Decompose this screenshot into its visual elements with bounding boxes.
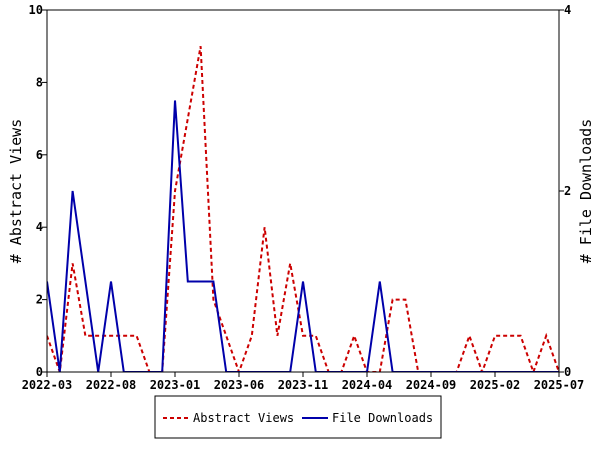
x-tick-label: 2024-09 xyxy=(406,378,457,392)
y-axis-title: # Abstract Views xyxy=(7,119,25,264)
x-tick-label: 2023-06 xyxy=(214,378,265,392)
y2-tick-label: 4 xyxy=(564,3,571,17)
y-tick-label: 2 xyxy=(36,293,43,307)
y-tick-label: 8 xyxy=(36,75,43,89)
x-tick-label: 2023-01 xyxy=(150,378,201,392)
axes: 0 2 4 6 8 10 0 2 4 2022-03 2022-08 2023-01 2023-06 20… xyxy=(7,3,595,392)
series-line-2 xyxy=(47,100,559,372)
x-tick-label: 2023-11 xyxy=(278,378,329,392)
y-tick-label: 10 xyxy=(29,3,43,17)
x-tick-label: 2025-07 xyxy=(534,378,585,392)
x-tick-label: 2024-04 xyxy=(342,378,393,392)
y2-tick-label: 2 xyxy=(564,184,571,198)
legend: Abstract Views File Downloads xyxy=(154,395,442,439)
legend-box xyxy=(154,395,442,439)
y2-tick-label: 0 xyxy=(564,365,571,379)
legend-label-2: File Downloads xyxy=(332,411,433,425)
plot-area xyxy=(47,46,559,372)
x-tick-label: 2022-08 xyxy=(86,378,137,392)
x-tick-label: 2025-02 xyxy=(470,378,521,392)
legend-label-1: Abstract Views xyxy=(193,411,294,425)
x-tick-label: 2022-03 xyxy=(22,378,73,392)
y2-axis-title: # File Downloads xyxy=(577,119,595,264)
y-tick-label: 6 xyxy=(36,148,43,162)
y-tick-label: 4 xyxy=(36,220,43,234)
plot-frame xyxy=(46,9,560,373)
y-tick-label: 0 xyxy=(36,365,43,379)
series-line-1 xyxy=(47,46,559,372)
